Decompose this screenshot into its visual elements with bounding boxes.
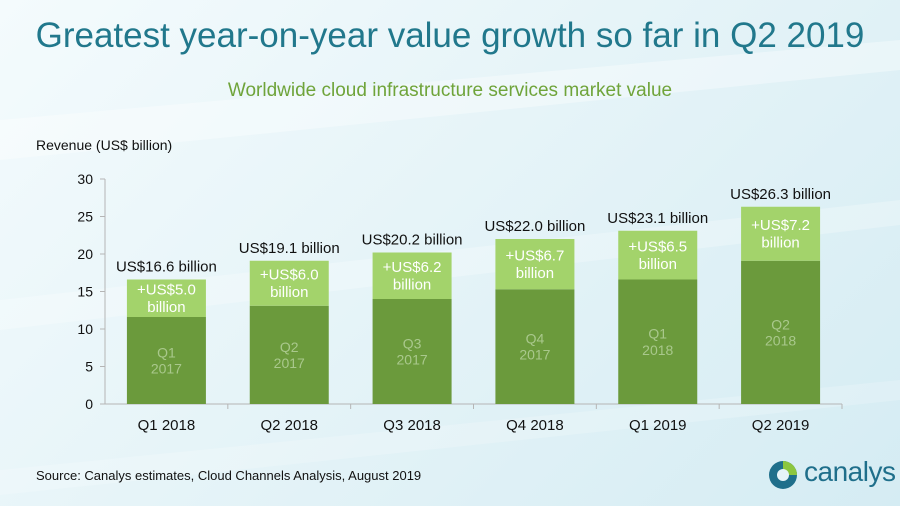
x-tick-label: Q3 2018: [383, 417, 441, 434]
bar-growth-label: +US$5.0 billion: [137, 282, 196, 316]
bar-growth-label: +US$7.2 billion: [751, 217, 810, 251]
y-tick-label: 20: [77, 246, 93, 262]
bar-growth: [372, 252, 452, 299]
bar-base-label: Q1 2017: [151, 344, 182, 376]
bar-growth: [618, 230, 698, 280]
bar-base-label: Q2 2018: [765, 316, 796, 348]
bar-base-label: Q4 2017: [519, 331, 550, 363]
canalys-logo-text: canalys: [804, 456, 896, 487]
chart-subtitle: Worldwide cloud infrastructure services …: [227, 80, 673, 101]
bar-base: [495, 289, 575, 404]
y-tick-label: 30: [77, 171, 93, 187]
y-tick-label: 10: [77, 321, 93, 337]
y-tick-label: 0: [85, 396, 93, 412]
y-tick-label: 15: [77, 284, 93, 300]
bar-base-label: Q2 2017: [274, 339, 305, 371]
bar-growth-label: +US$6.7 billion: [506, 248, 565, 282]
bar-base: [741, 260, 821, 404]
bar-growth: [741, 206, 821, 261]
bar-total-label: US$26.3 billion: [730, 186, 831, 203]
canalys-logo-icon: [769, 461, 797, 489]
y-tick-label: 25: [77, 209, 93, 225]
x-tick-label: Q4 2018: [506, 417, 564, 434]
x-tick-label: Q2 2018: [260, 417, 318, 434]
x-tick-label: Q1 2018: [138, 417, 196, 434]
bar-growth: [249, 260, 329, 306]
bar-base: [618, 279, 698, 404]
x-tick-label: Q2 2019: [752, 417, 810, 434]
bar-total-label: US$23.1 billion: [607, 210, 708, 227]
y-tick-label: 5: [85, 359, 93, 375]
bar-growth-label: +US$6.0 billion: [260, 267, 319, 301]
bar-total-label: US$19.1 billion: [239, 240, 340, 257]
bar-base-label: Q3 2017: [397, 335, 428, 367]
bar-total-label: US$22.0 billion: [484, 218, 585, 235]
chart-title: Greatest year-on-year value growth so fa…: [35, 16, 865, 55]
bar-base: [249, 305, 329, 404]
y-axis-label: Revenue (US$ billion): [36, 137, 172, 153]
bar-growth-label: +US$6.2 billion: [383, 259, 442, 293]
bar-base: [372, 299, 452, 404]
bar-growth: [495, 239, 575, 290]
bar-total-label: US$20.2 billion: [362, 232, 463, 249]
bar-total-label: US$16.6 billion: [116, 259, 217, 276]
bar-growth-label: +US$6.5 billion: [628, 239, 687, 273]
bar-base: [126, 317, 206, 404]
source-note: Source: Canalys estimates, Cloud Channel…: [36, 468, 422, 483]
bar-growth: [126, 279, 206, 317]
bar-base-label: Q1 2018: [642, 326, 673, 358]
x-tick-label: Q1 2019: [629, 417, 687, 434]
